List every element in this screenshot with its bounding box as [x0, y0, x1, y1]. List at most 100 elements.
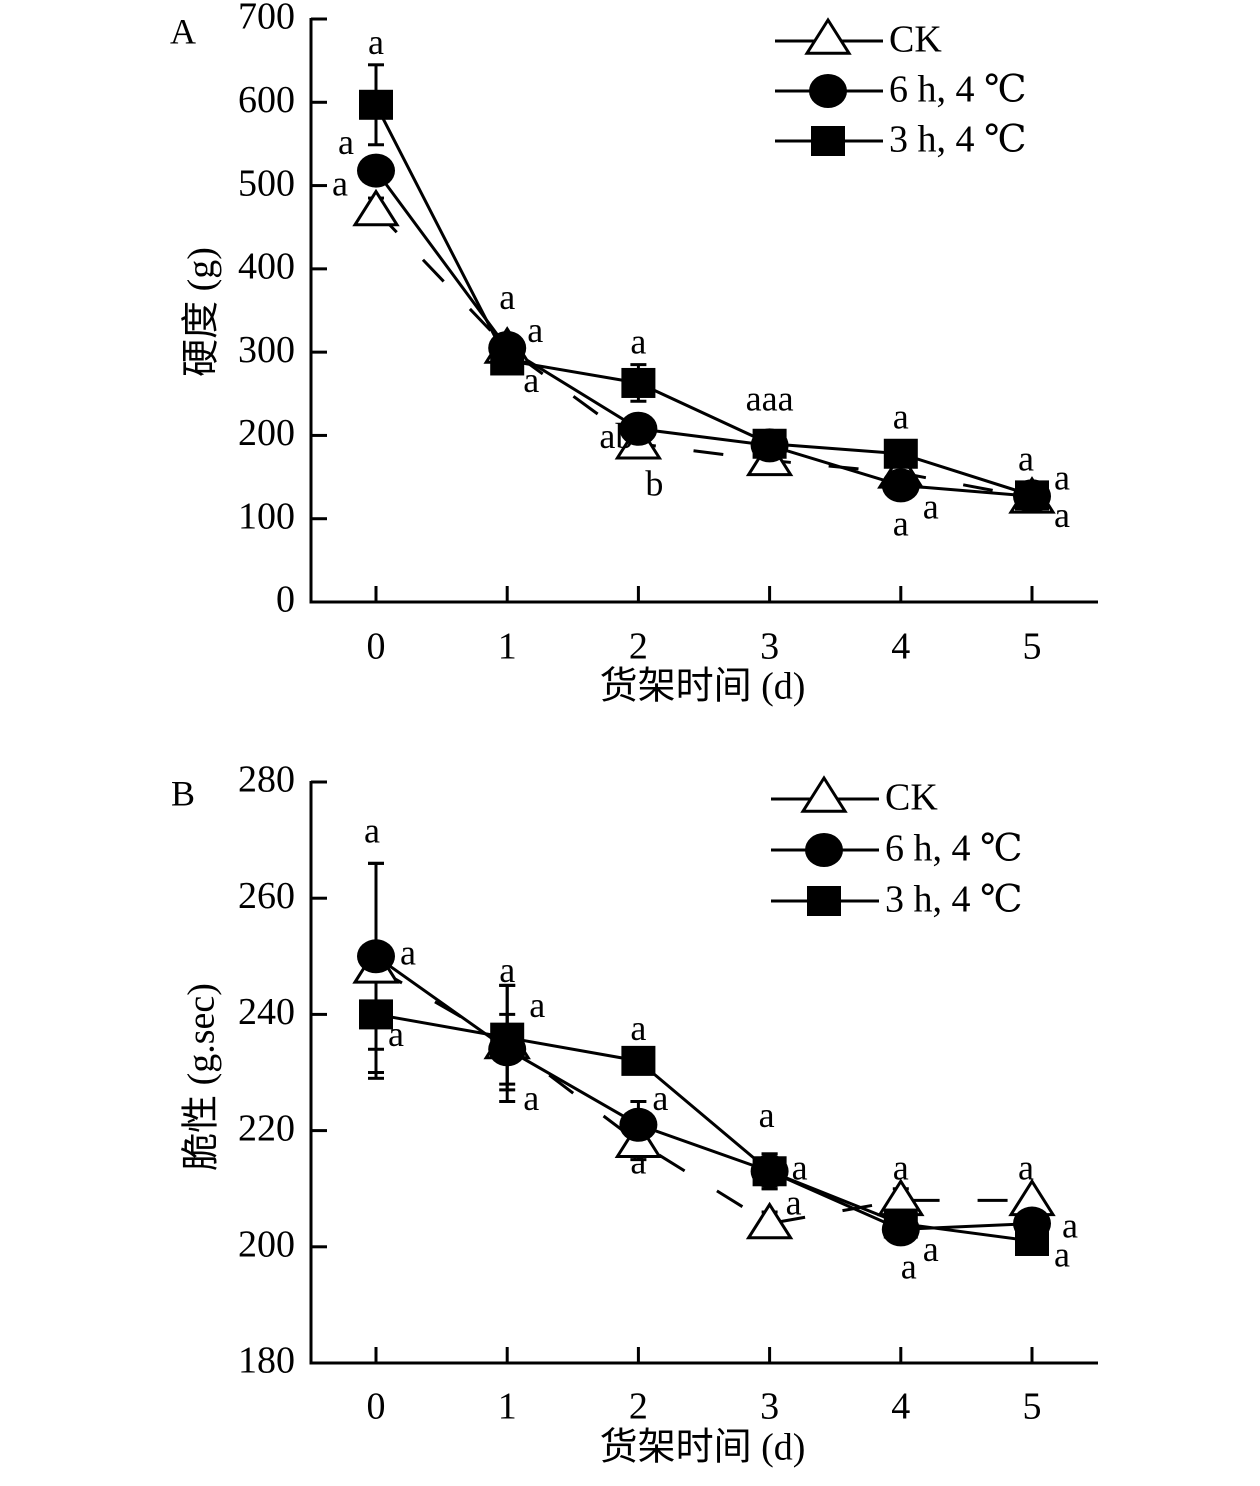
- x-axis-label: 货架时间 (d): [600, 666, 806, 708]
- legend-item: CK: [775, 17, 942, 61]
- significance-letter: a: [332, 164, 348, 204]
- data-point-filled-square: [883, 438, 918, 469]
- legend-item: 6 h, 4 ℃: [771, 828, 1023, 870]
- significance-letter: a: [1018, 1148, 1034, 1188]
- x-tick-label: 5: [1023, 1386, 1042, 1428]
- series-line-2: [375, 1012, 1033, 1243]
- y-tick-label: 180: [238, 1340, 295, 1382]
- significance-letter: b: [645, 463, 663, 503]
- significance-letter: a: [529, 985, 545, 1025]
- significance-letter: a: [523, 1078, 539, 1118]
- x-tick-label: 1: [498, 626, 517, 668]
- significance-letter: a: [1018, 438, 1034, 478]
- y-tick-label: 220: [238, 1107, 295, 1149]
- series-line-1: [374, 169, 1033, 498]
- significance-letter: a: [759, 1095, 775, 1135]
- y-tick-label: 260: [238, 875, 295, 917]
- data-point-filled-square: [490, 345, 525, 376]
- significance-letter: a: [893, 503, 909, 543]
- data-point-filled-square: [883, 1208, 918, 1239]
- x-tick-label: 2: [629, 1386, 648, 1428]
- significance-letter: a: [1054, 458, 1070, 498]
- y-axis-label: 脆性 (g.sec): [181, 983, 223, 1171]
- y-tick-label: 240: [238, 991, 295, 1033]
- data-point-filled-square: [359, 999, 393, 1030]
- legend-label: 6 h, 4 ℃: [889, 69, 1027, 111]
- legend-label: 3 h, 4 ℃: [889, 119, 1027, 161]
- significance-letter: a: [368, 22, 384, 62]
- significance-letter: a: [1054, 495, 1070, 535]
- legend-item: CK: [771, 775, 938, 819]
- series-line-0: [375, 966, 1032, 1226]
- significance-letter: a: [499, 277, 515, 317]
- legend-label: 6 h, 4 ℃: [885, 828, 1023, 870]
- x-tick-label: 3: [760, 1386, 779, 1428]
- x-tick-label: 4: [891, 626, 910, 668]
- x-tick-label: 3: [760, 626, 779, 668]
- data-point-filled-square: [752, 428, 787, 459]
- panel-label: A: [170, 11, 196, 51]
- significance-letter: a: [527, 310, 543, 350]
- data-point-filled-circle: [881, 468, 920, 503]
- y-tick-label: 500: [238, 162, 295, 204]
- significance-letter: a: [499, 950, 515, 990]
- x-tick-label: 0: [367, 626, 386, 668]
- legend-item: 3 h, 4 ℃: [771, 879, 1023, 921]
- panel-a: A 0 100 200 300 400 500 600 700 0 1 2 3 4 5 货架时间 (d) 硬度 …: [170, 0, 1098, 708]
- legend-label: 3 h, 4 ℃: [885, 879, 1023, 921]
- data-point-filled-square: [621, 1045, 656, 1076]
- legend-label: CK: [885, 777, 938, 819]
- significance-letter: a: [630, 1008, 646, 1048]
- y-axis-label: 硬度 (g): [181, 247, 223, 377]
- y-tick-label: 300: [238, 329, 295, 371]
- data-point-filled-square: [752, 1156, 787, 1187]
- significance-letter: a: [400, 933, 416, 973]
- data-point-filled-square: [359, 89, 393, 120]
- significance-letter: a: [923, 1229, 939, 1269]
- data-point-filled-square: [1015, 480, 1049, 511]
- significance-letter: a: [523, 360, 539, 400]
- y-tick-label: 700: [238, 0, 295, 38]
- significance-letter: a: [338, 122, 354, 162]
- data-point-filled-circle: [357, 153, 395, 188]
- significance-letter: a: [1054, 1235, 1070, 1275]
- significance-letter: a: [1062, 1206, 1078, 1246]
- x-tick-label: 5: [1023, 626, 1042, 668]
- data-point-filled-circle: [619, 1107, 658, 1142]
- y-tick-label: 100: [238, 495, 295, 537]
- y-tick-label: 600: [238, 79, 295, 121]
- legend-item: 6 h, 4 ℃: [775, 69, 1027, 111]
- y-tick-label: 280: [238, 759, 295, 801]
- significance-letter: a: [630, 322, 646, 362]
- legend: CK 6 h, 4 ℃ 3 h, 4 ℃: [771, 775, 1023, 921]
- panel-b: B 180 200 220 240 260 280 0 1 2 3 4 5 货架时间 (d) 脆性 (g.s…: [171, 759, 1098, 1469]
- legend-item: 3 h, 4 ℃: [775, 119, 1027, 161]
- legend: CK 6 h, 4 ℃ 3 h, 4 ℃: [775, 17, 1027, 161]
- significance-letter: a: [652, 1078, 668, 1118]
- legend-marker-filled-square: [807, 886, 841, 916]
- significance-letter: a: [923, 487, 939, 527]
- significance-letter: a: [364, 811, 380, 851]
- x-tick-label: 1: [498, 1386, 517, 1428]
- y-tick-label: 200: [238, 412, 295, 454]
- significance-letter: a: [786, 1182, 802, 1222]
- data-point-filled-square: [490, 1022, 525, 1053]
- significance-letter: aaa: [746, 378, 794, 418]
- series-line-0: [374, 209, 1033, 500]
- data-point-open-triangle: [352, 188, 400, 227]
- legend-marker-open-triangle: [804, 17, 852, 55]
- y-tick-label: 400: [238, 246, 295, 288]
- significance-letter: a: [893, 397, 909, 437]
- data-point-filled-circle: [619, 411, 658, 446]
- data-point-filled-square: [1015, 1225, 1049, 1256]
- x-axis-label: 货架时间 (d): [600, 1427, 806, 1469]
- panel-label: B: [171, 773, 195, 813]
- legend-marker-filled-circle: [809, 74, 847, 108]
- significance-letter: a: [388, 1014, 404, 1054]
- x-tick-label: 0: [367, 1386, 386, 1428]
- data-point-filled-square: [621, 367, 656, 398]
- series-line-2: [374, 104, 1033, 497]
- significance-letter: a: [792, 1148, 808, 1188]
